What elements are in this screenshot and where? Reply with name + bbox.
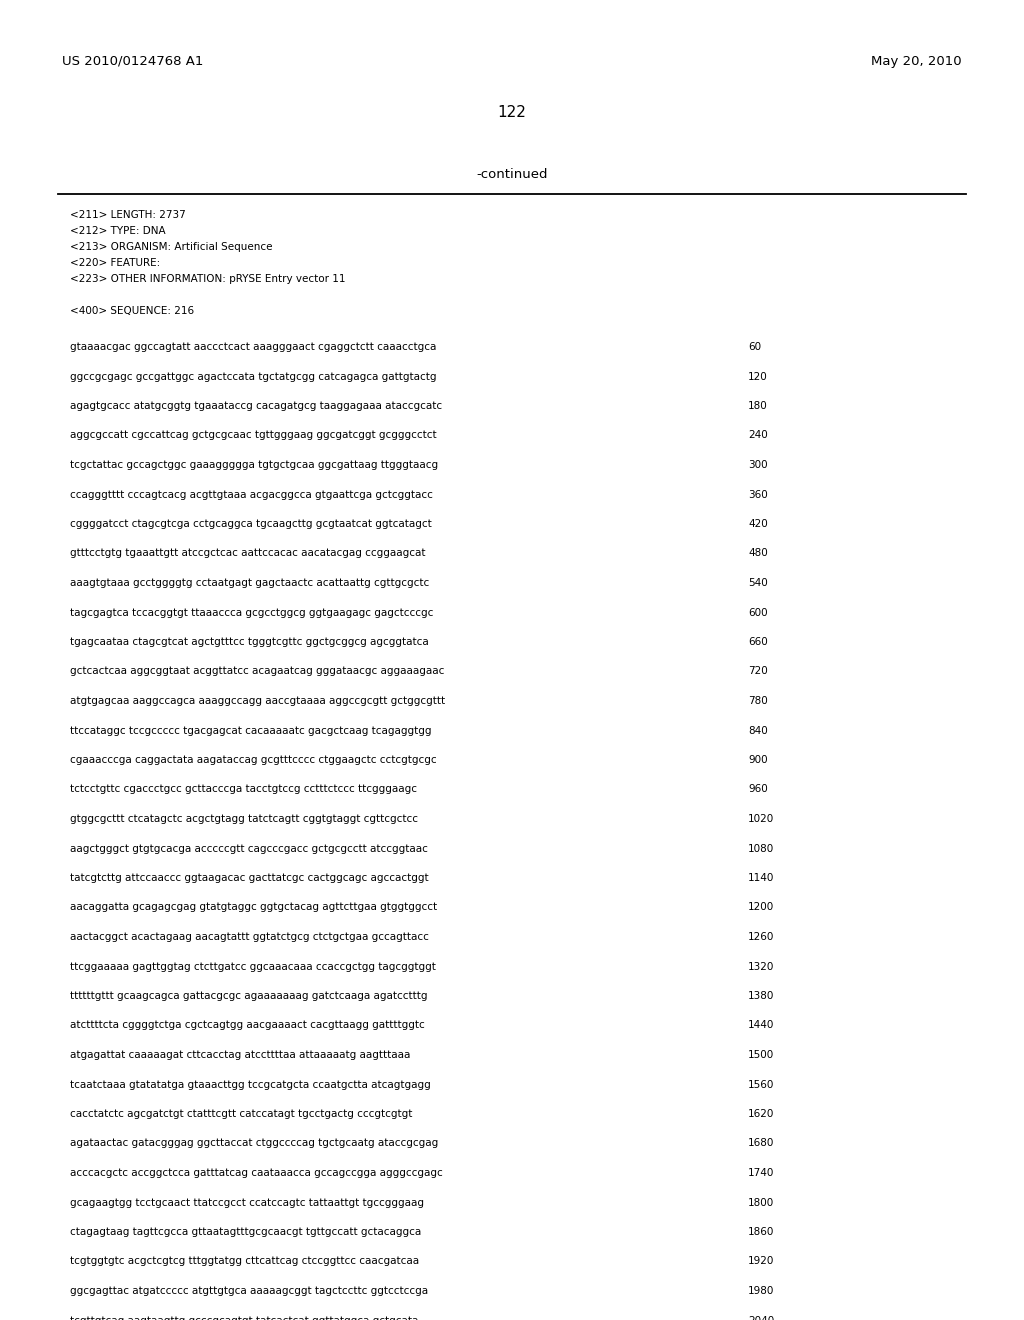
Text: cgaaacccga caggactata aagataccag gcgtttcccc ctggaagctc cctcgtgcgc: cgaaacccga caggactata aagataccag gcgtttc… (70, 755, 436, 766)
Text: <211> LENGTH: 2737: <211> LENGTH: 2737 (70, 210, 185, 220)
Text: 900: 900 (748, 755, 768, 766)
Text: 1500: 1500 (748, 1049, 774, 1060)
Text: tctcctgttc cgaccctgcc gcttacccga tacctgtccg cctttctccc ttcgggaagc: tctcctgttc cgaccctgcc gcttacccga tacctgt… (70, 784, 417, 795)
Text: <223> OTHER INFORMATION: pRYSE Entry vector 11: <223> OTHER INFORMATION: pRYSE Entry vec… (70, 275, 345, 284)
Text: US 2010/0124768 A1: US 2010/0124768 A1 (62, 55, 204, 69)
Text: 120: 120 (748, 371, 768, 381)
Text: <213> ORGANISM: Artificial Sequence: <213> ORGANISM: Artificial Sequence (70, 242, 272, 252)
Text: tcgttgtcag aagtaagttg gcccgcagtgt tatcactcat ggttatggca gctgcata: tcgttgtcag aagtaagttg gcccgcagtgt tatcac… (70, 1316, 419, 1320)
Text: tcgtggtgtc acgctcgtcg tttggtatgg cttcattcag ctccggttcc caacgatcaa: tcgtggtgtc acgctcgtcg tttggtatgg cttcatt… (70, 1257, 419, 1266)
Text: tgagcaataa ctagcgtcat agctgtttcc tgggtcgttc ggctgcggcg agcggtatca: tgagcaataa ctagcgtcat agctgtttcc tgggtcg… (70, 638, 429, 647)
Text: 1740: 1740 (748, 1168, 774, 1177)
Text: 1200: 1200 (748, 903, 774, 912)
Text: cacctatctc agcgatctgt ctatttcgtt catccatagt tgcctgactg cccgtcgtgt: cacctatctc agcgatctgt ctatttcgtt catccat… (70, 1109, 413, 1119)
Text: 2040: 2040 (748, 1316, 774, 1320)
Text: 1980: 1980 (748, 1286, 774, 1296)
Text: 600: 600 (748, 607, 768, 618)
Text: aactacggct acactagaag aacagtattt ggtatctgcg ctctgctgaa gccagttacc: aactacggct acactagaag aacagtattt ggtatct… (70, 932, 429, 942)
Text: agagtgcacc atatgcggtg tgaaataccg cacagatgcg taaggagaaa ataccgcatc: agagtgcacc atatgcggtg tgaaataccg cacagat… (70, 401, 442, 411)
Text: 60: 60 (748, 342, 761, 352)
Text: gtggcgcttt ctcatagctc acgctgtagg tatctcagtt cggtgtaggt cgttcgctcc: gtggcgcttt ctcatagctc acgctgtagg tatctca… (70, 814, 418, 824)
Text: 960: 960 (748, 784, 768, 795)
Text: tagcgagtca tccacggtgt ttaaaccca gcgcctggcg ggtgaagagc gagctcccgc: tagcgagtca tccacggtgt ttaaaccca gcgcctgg… (70, 607, 433, 618)
Text: tcaatctaaa gtatatatga gtaaacttgg tccgcatgcta ccaatgctta atcagtgagg: tcaatctaaa gtatatatga gtaaacttgg tccgcat… (70, 1080, 431, 1089)
Text: gtaaaacgac ggccagtatt aaccctcact aaagggaact cgaggctctt caaacctgca: gtaaaacgac ggccagtatt aaccctcact aaaggga… (70, 342, 436, 352)
Text: 540: 540 (748, 578, 768, 587)
Text: 840: 840 (748, 726, 768, 735)
Text: ttcggaaaaa gagttggtag ctcttgatcc ggcaaacaaa ccaccgctgg tagcggtggt: ttcggaaaaa gagttggtag ctcttgatcc ggcaaac… (70, 961, 436, 972)
Text: gtttcctgtg tgaaattgtt atccgctcac aattccacac aacatacgag ccggaagcat: gtttcctgtg tgaaattgtt atccgctcac aattcca… (70, 549, 426, 558)
Text: 1560: 1560 (748, 1080, 774, 1089)
Text: ccagggtttt cccagtcacg acgttgtaaa acgacggcca gtgaattcga gctcggtacc: ccagggtttt cccagtcacg acgttgtaaa acgacgg… (70, 490, 433, 499)
Text: 1800: 1800 (748, 1197, 774, 1208)
Text: aaagtgtaaa gcctggggtg cctaatgagt gagctaactc acattaattg cgttgcgctc: aaagtgtaaa gcctggggtg cctaatgagt gagctaa… (70, 578, 429, 587)
Text: tcgctattac gccagctggc gaaaggggga tgtgctgcaa ggcgattaag ttgggtaacg: tcgctattac gccagctggc gaaaggggga tgtgctg… (70, 459, 438, 470)
Text: agataactac gatacgggag ggcttaccat ctggccccag tgctgcaatg ataccgcgag: agataactac gatacgggag ggcttaccat ctggccc… (70, 1138, 438, 1148)
Text: 1920: 1920 (748, 1257, 774, 1266)
Text: 420: 420 (748, 519, 768, 529)
Text: 1140: 1140 (748, 873, 774, 883)
Text: 1080: 1080 (748, 843, 774, 854)
Text: -continued: -continued (476, 168, 548, 181)
Text: tatcgtcttg attccaaccc ggtaagacac gacttatcgc cactggcagc agccactggt: tatcgtcttg attccaaccc ggtaagacac gacttat… (70, 873, 429, 883)
Text: atcttttcta cggggtctga cgctcagtgg aacgaaaact cacgttaagg gattttggtc: atcttttcta cggggtctga cgctcagtgg aacgaaa… (70, 1020, 425, 1031)
Text: cggggatcct ctagcgtcga cctgcaggca tgcaagcttg gcgtaatcat ggtcatagct: cggggatcct ctagcgtcga cctgcaggca tgcaagc… (70, 519, 432, 529)
Text: atgagattat caaaaagat cttcacctag atccttttaa attaaaaatg aagtttaaa: atgagattat caaaaagat cttcacctag atcctttt… (70, 1049, 411, 1060)
Text: 480: 480 (748, 549, 768, 558)
Text: 660: 660 (748, 638, 768, 647)
Text: 300: 300 (748, 459, 768, 470)
Text: 122: 122 (498, 106, 526, 120)
Text: 240: 240 (748, 430, 768, 441)
Text: 1680: 1680 (748, 1138, 774, 1148)
Text: 1020: 1020 (748, 814, 774, 824)
Text: 780: 780 (748, 696, 768, 706)
Text: 1620: 1620 (748, 1109, 774, 1119)
Text: ctagagtaag tagttcgcca gttaatagtttgcgcaacgt tgttgccatt gctacaggca: ctagagtaag tagttcgcca gttaatagtttgcgcaac… (70, 1228, 421, 1237)
Text: 720: 720 (748, 667, 768, 676)
Text: ttccataggc tccgccccc tgacgagcat cacaaaaatc gacgctcaag tcagaggtgg: ttccataggc tccgccccc tgacgagcat cacaaaaa… (70, 726, 431, 735)
Text: aagctgggct gtgtgcacga acccccgtt cagcccgacc gctgcgcctt atccggtaac: aagctgggct gtgtgcacga acccccgtt cagcccga… (70, 843, 428, 854)
Text: acccacgctc accggctcca gatttatcag caataaacca gccagccgga agggccgagc: acccacgctc accggctcca gatttatcag caataaa… (70, 1168, 442, 1177)
Text: <400> SEQUENCE: 216: <400> SEQUENCE: 216 (70, 306, 195, 315)
Text: aggcgccatt cgccattcag gctgcgcaac tgttgggaag ggcgatcggt gcgggcctct: aggcgccatt cgccattcag gctgcgcaac tgttggg… (70, 430, 436, 441)
Text: May 20, 2010: May 20, 2010 (871, 55, 962, 69)
Text: <212> TYPE: DNA: <212> TYPE: DNA (70, 226, 166, 236)
Text: 1320: 1320 (748, 961, 774, 972)
Text: gcagaagtgg tcctgcaact ttatccgcct ccatccagtc tattaattgt tgccgggaag: gcagaagtgg tcctgcaact ttatccgcct ccatcca… (70, 1197, 424, 1208)
Text: aacaggatta gcagagcgag gtatgtaggc ggtgctacag agttcttgaa gtggtggcct: aacaggatta gcagagcgag gtatgtaggc ggtgcta… (70, 903, 437, 912)
Text: 1260: 1260 (748, 932, 774, 942)
Text: ggccgcgagc gccgattggc agactccata tgctatgcgg catcagagca gattgtactg: ggccgcgagc gccgattggc agactccata tgctatg… (70, 371, 436, 381)
Text: gctcactcaa aggcggtaat acggttatcc acagaatcag gggataacgc aggaaagaac: gctcactcaa aggcggtaat acggttatcc acagaat… (70, 667, 444, 676)
Text: 180: 180 (748, 401, 768, 411)
Text: 1380: 1380 (748, 991, 774, 1001)
Text: 360: 360 (748, 490, 768, 499)
Text: 1860: 1860 (748, 1228, 774, 1237)
Text: <220> FEATURE:: <220> FEATURE: (70, 257, 160, 268)
Text: ggcgagttac atgatccccc atgttgtgca aaaaagcggt tagctccttc ggtcctccga: ggcgagttac atgatccccc atgttgtgca aaaaagc… (70, 1286, 428, 1296)
Text: 1440: 1440 (748, 1020, 774, 1031)
Text: ttttttgttt gcaagcagca gattacgcgc agaaaaaaag gatctcaaga agatcctttg: ttttttgttt gcaagcagca gattacgcgc agaaaaa… (70, 991, 427, 1001)
Text: atgtgagcaa aaggccagca aaaggccagg aaccgtaaaa aggccgcgtt gctggcgttt: atgtgagcaa aaggccagca aaaggccagg aaccgta… (70, 696, 445, 706)
